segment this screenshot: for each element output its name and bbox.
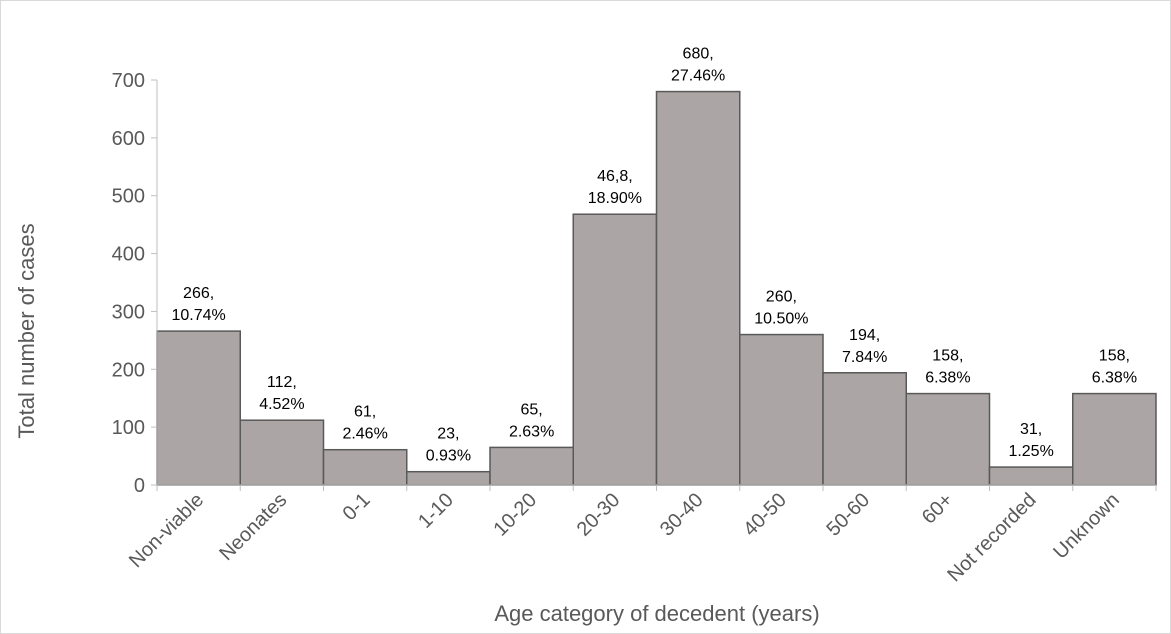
data-label-line: 31, [1020,421,1042,438]
data-label-line: 65, [521,401,543,418]
data-label-line: 158, [1099,348,1130,365]
data-label-line: 46,8, [597,168,633,185]
bar-non-viable [156,330,241,486]
data-label: 260, 10.50% [754,289,808,328]
data-label-line: 4.52% [259,396,304,413]
data-label-line: 7.84% [842,349,887,366]
data-label-line: 112, [267,374,297,391]
x-tick-label: 0-1 [339,489,375,525]
bar-1-10 [406,470,491,486]
x-tick-label: 10-20 [489,489,541,541]
bar-40-50 [739,333,824,486]
data-label-line: 260, [766,289,797,306]
data-label: 680, 27.46% [671,46,725,85]
bar-50-60 [822,372,907,486]
y-tick-label: 300 [112,301,145,323]
x-axis: Non-viable Neonates 0-1 1-10 10-20 20-30 30-40… [125,484,1157,586]
bar-not-recorded [988,466,1074,486]
data-label-line: 10.50% [754,311,808,328]
x-tick-label: 50-60 [822,489,874,541]
data-label-line: 27.46% [671,68,725,85]
bar-neonates [239,419,325,486]
y-tick-label: 0 [134,475,145,497]
data-label-line: 23, [437,426,459,443]
y-tick-label: 600 [112,128,145,150]
data-label: 31, 1.25% [1008,421,1053,460]
x-axis-title: Age category of decedent (years) [494,601,819,626]
y-tick-label: 400 [112,244,145,266]
y-tick-label: 500 [112,186,145,208]
x-tick-label: Non-viable [125,489,208,572]
y-tick-label: 200 [112,359,145,381]
data-label-line: 61, [354,404,376,421]
bar-30-40 [655,90,741,486]
data-label-line: 2.63% [509,423,554,440]
y-tick-label: 100 [112,417,145,439]
data-label: 194, 7.84% [842,327,887,366]
bar-20-30 [572,213,658,486]
data-labels-group: 266, 10.74% 112, 4.52% 61, 2.46% 23, 0.93% 65, 2.… [171,46,1137,465]
data-label: 112, 4.52% [259,374,304,413]
data-label-line: 6.38% [1092,370,1137,387]
x-tick-label: 1-10 [414,489,458,533]
data-label: 158, 6.38% [925,348,970,387]
data-label-line: 0.93% [426,448,471,465]
x-tick-label: 60+ [918,489,958,529]
x-tick-label: Unknown [1049,489,1124,564]
data-label: 46,8, 18.90% [588,168,642,207]
y-axis-title: Total number of cases [14,223,39,438]
y-axis: 0 100 200 300 400 500 600 700 [112,70,158,497]
data-label: 23, 0.93% [426,426,471,465]
data-label-line: 266, [183,285,214,302]
x-tick-label: Neonates [215,489,291,565]
data-label: 61, 2.46% [342,404,387,443]
data-label: 266, 10.74% [171,285,225,324]
x-tick-label: 40-50 [739,489,791,541]
data-label-line: 6.38% [925,370,970,387]
bar-unknown [1072,392,1157,486]
bar-10-20 [489,446,574,486]
y-tick-label: 700 [112,70,145,92]
data-label-line: 1.25% [1008,443,1053,460]
data-label-line: 680, [683,46,714,63]
bars-group [156,90,1157,486]
data-label-line: 10.74% [171,307,225,324]
data-label-line: 2.46% [342,426,387,443]
bar-60- [905,392,991,486]
x-tick-label: 20-30 [573,489,625,541]
x-tick-label: Not recorded [943,489,1040,586]
data-label: 158, 6.38% [1092,348,1137,387]
data-label-line: 194, [849,327,880,344]
data-label: 65, 2.63% [509,401,554,440]
data-label-line: 18.90% [588,190,642,207]
data-label-line: 158, [932,348,963,365]
x-tick-label: 30-40 [656,489,708,541]
bar-0-1 [322,448,408,486]
